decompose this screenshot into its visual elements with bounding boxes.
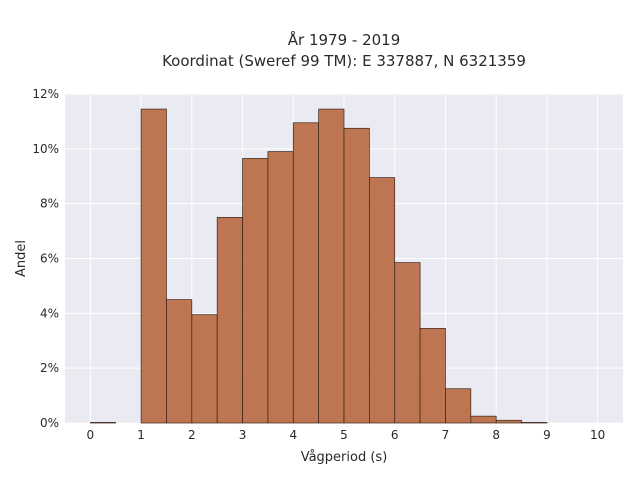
chart-title-line-1: År 1979 - 2019 <box>288 30 401 49</box>
histogram-bar <box>343 127 370 424</box>
histogram-bar <box>419 328 446 424</box>
x-axis-label: Vågperiod (s) <box>301 450 388 465</box>
y-axis-label: Andel <box>14 240 29 277</box>
y-tick-label: 2% <box>40 361 59 375</box>
x-tick-label: 0 <box>87 428 95 442</box>
histogram-bar <box>521 422 548 424</box>
histogram-bar <box>445 388 472 424</box>
x-tick-label: 7 <box>442 428 450 442</box>
histogram-bar <box>140 108 167 424</box>
y-tick-label: 12% <box>32 87 59 101</box>
y-tick-label: 8% <box>40 197 59 211</box>
histogram-bar <box>318 108 345 424</box>
histogram-bar <box>267 151 294 424</box>
x-tick-label: 6 <box>391 428 399 442</box>
histogram-bar <box>292 122 319 424</box>
y-tick-label: 4% <box>40 306 59 320</box>
x-tick-label: 5 <box>340 428 348 442</box>
x-tick-label: 8 <box>492 428 500 442</box>
histogram-bar <box>495 419 522 424</box>
y-tick-label: 6% <box>40 252 59 266</box>
histogram-bar <box>369 177 396 424</box>
x-tick-label: 4 <box>289 428 297 442</box>
histogram-bar <box>394 262 421 424</box>
bars <box>90 108 548 424</box>
chart-title-line-2: Koordinat (Sweref 99 TM): E 337887, N 63… <box>162 52 526 70</box>
y-axis-ticks: 0% 2% 4% 6% 8% 10% 12% <box>32 87 59 430</box>
histogram-bar <box>166 299 193 424</box>
histogram-bar <box>470 415 497 424</box>
y-tick-label: 0% <box>40 416 59 430</box>
histogram-bar <box>216 217 243 424</box>
x-tick-label: 10 <box>590 428 605 442</box>
histogram-bar <box>90 422 117 424</box>
histogram-bar <box>191 314 218 424</box>
x-axis-ticks: 0 1 2 3 4 5 6 7 8 9 10 <box>87 428 606 442</box>
histogram-bar <box>242 158 269 424</box>
x-tick-label: 1 <box>137 428 145 442</box>
y-tick-label: 10% <box>32 142 59 156</box>
x-tick-label: 3 <box>239 428 247 442</box>
x-tick-label: 9 <box>543 428 551 442</box>
x-tick-label: 2 <box>188 428 196 442</box>
